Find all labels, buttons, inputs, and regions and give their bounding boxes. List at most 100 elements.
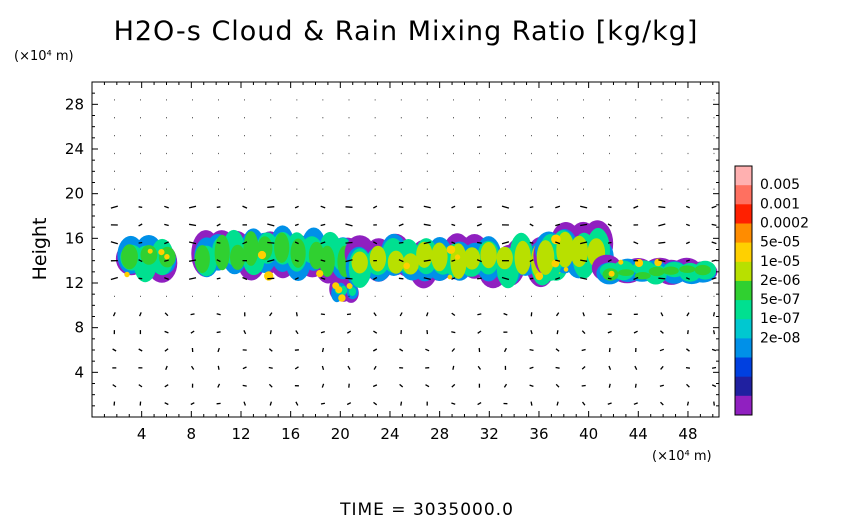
wind-vector xyxy=(555,383,560,388)
wind-vector xyxy=(608,383,611,388)
wind-vector xyxy=(477,206,482,208)
wind-vector xyxy=(138,348,143,352)
wind-vector xyxy=(451,205,456,209)
colorbar-swatch xyxy=(735,395,752,416)
wind-vector xyxy=(372,205,378,209)
wind-vector xyxy=(423,241,431,245)
wind-vector xyxy=(477,241,482,244)
wind-vector xyxy=(607,206,612,208)
x-tick-label: 8 xyxy=(187,425,197,443)
colorbar-swatch xyxy=(735,261,752,282)
wind-vector xyxy=(345,206,353,208)
wind-vector xyxy=(581,401,586,406)
wind-vector xyxy=(345,223,353,227)
wind-vector xyxy=(164,223,169,227)
wind-vector xyxy=(398,259,404,263)
wind-vector xyxy=(476,223,482,227)
wind-vector xyxy=(242,205,248,209)
wind-vector xyxy=(242,241,248,245)
cloud-blob xyxy=(348,287,357,296)
wind-vector xyxy=(477,365,482,370)
wind-vector xyxy=(686,401,690,406)
wind-vector xyxy=(425,384,430,388)
cloud-core xyxy=(551,259,560,268)
wind-vector xyxy=(685,205,690,209)
wind-vector xyxy=(188,205,197,209)
wind-vector xyxy=(529,384,534,388)
cloud-core xyxy=(608,270,615,277)
cloud-blob xyxy=(536,240,555,275)
wind-vector xyxy=(634,383,637,388)
cloud-core xyxy=(346,283,353,289)
wind-vector xyxy=(423,277,431,281)
x-tick-label: 20 xyxy=(331,425,350,443)
wind-vector xyxy=(295,330,299,335)
wind-vector xyxy=(529,223,534,227)
wind-vector xyxy=(372,384,378,388)
wind-vector xyxy=(217,383,221,388)
wind-vector xyxy=(216,313,221,316)
cloud-core xyxy=(551,234,561,245)
wind-vector xyxy=(633,330,638,334)
wind-vector xyxy=(451,331,456,334)
cloud-blob xyxy=(319,245,335,277)
wind-vector xyxy=(529,259,534,263)
cloud-blob xyxy=(463,247,481,270)
wind-vector xyxy=(320,402,326,405)
wind-vector xyxy=(580,259,588,262)
wind-vector xyxy=(321,347,325,353)
cloud-blob xyxy=(214,234,230,271)
wind-vector xyxy=(138,223,143,227)
wind-vector xyxy=(477,313,482,316)
wind-vector xyxy=(294,366,299,370)
cloud-core xyxy=(158,249,165,256)
wind-vector xyxy=(295,401,299,406)
wind-vector xyxy=(190,402,195,406)
y-tick-label: 8 xyxy=(74,319,84,337)
wind-vector xyxy=(581,348,586,352)
wind-vector xyxy=(660,365,664,370)
wind-vector xyxy=(555,259,561,262)
wind-vector xyxy=(633,276,639,281)
colorbar-label: 0.001 xyxy=(760,196,800,212)
wind-vector xyxy=(294,277,299,280)
wind-vector xyxy=(529,366,534,370)
wind-vector xyxy=(320,259,326,262)
wind-vector xyxy=(580,223,588,227)
wind-vector xyxy=(345,277,353,280)
wind-vector xyxy=(399,348,404,352)
wind-vector xyxy=(320,223,326,227)
wind-vector xyxy=(451,259,456,262)
cloud-blob xyxy=(496,246,513,270)
x-tick-label: 36 xyxy=(529,425,548,443)
wind-vector xyxy=(556,401,559,406)
cloud-blob xyxy=(618,269,635,276)
wind-vector xyxy=(110,276,118,281)
wind-vector xyxy=(685,366,690,369)
cloud-blob xyxy=(402,253,419,275)
wind-vector xyxy=(711,259,717,262)
wind-vector xyxy=(164,348,169,352)
wind-vector xyxy=(607,277,612,280)
wind-vector xyxy=(216,259,221,263)
wind-vector xyxy=(503,347,507,353)
wind-vector xyxy=(686,312,690,317)
wind-vector xyxy=(556,330,559,335)
wind-vector xyxy=(320,313,325,316)
wind-vector xyxy=(687,330,689,335)
colorbar-swatch xyxy=(735,319,752,339)
cloud-blob xyxy=(290,238,306,268)
wind-vector xyxy=(451,223,456,227)
x-tick-label: 4 xyxy=(137,425,147,443)
chart-title: H2O-s Cloud & Rain Mixing Ratio [kg/kg] xyxy=(114,16,699,47)
wind-vector xyxy=(320,330,325,334)
wind-vector xyxy=(269,312,273,317)
cloud-blob xyxy=(140,245,158,265)
cloud-blob xyxy=(369,245,387,272)
wind-vector xyxy=(607,330,612,334)
wind-vector xyxy=(530,330,533,335)
wind-vector xyxy=(398,223,404,227)
wind-vector xyxy=(110,205,118,209)
wind-vector xyxy=(633,205,639,209)
y-tick-label: 28 xyxy=(65,95,84,113)
